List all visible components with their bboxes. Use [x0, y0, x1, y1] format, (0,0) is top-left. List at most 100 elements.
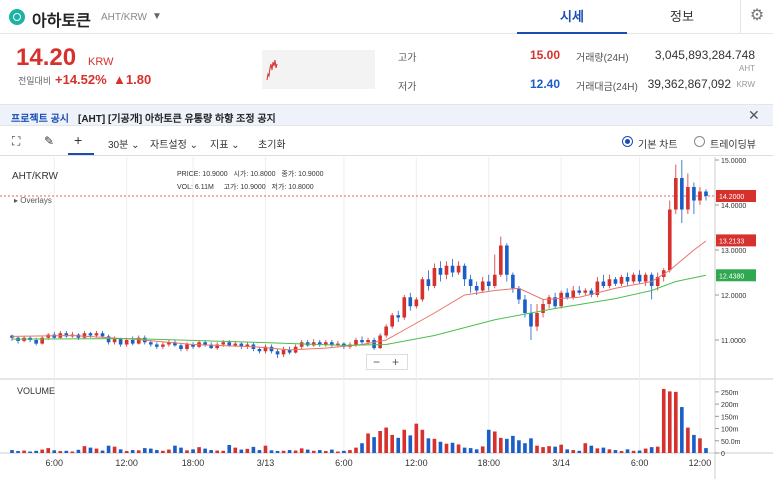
x-tick-label: 6:00: [631, 458, 649, 468]
candle-body: [203, 342, 207, 345]
candle-body: [299, 342, 304, 347]
volume-bar: [88, 447, 93, 453]
volume-label: 거래량(24H): [576, 53, 629, 64]
candle-body: [468, 279, 473, 286]
volume-bar: [414, 423, 419, 453]
volume-tick-label: 100m: [721, 427, 739, 434]
chart-settings-button[interactable]: 자트설정 ⌄: [150, 140, 198, 151]
volume-bar: [396, 437, 401, 453]
zoom-controls: − +: [366, 354, 408, 370]
y-tick-label: 12.0000: [721, 293, 746, 300]
notice-bar[interactable]: 프로젝트 공시 [AHT] [기공개] 아하토큰 유통량 하향 조정 공지 ✕: [0, 104, 773, 126]
ohlc-legend: PRICE: 10.9000 시가: 10.8000 종가: 10.9000 V…: [177, 168, 323, 194]
candle-body: [118, 339, 123, 345]
volume-bar: [692, 434, 696, 453]
radio-dot: [625, 139, 630, 144]
chart-toolbar: ⛶ ✎ + 30분 ⌄ 자트설정 ⌄ 지표 ⌄ 초기화 기본 차트 트레이딩뷰: [0, 128, 773, 156]
volume-bar: [173, 445, 177, 453]
volume-bar: [191, 449, 195, 453]
fullscreen-icon[interactable]: ⛶: [12, 134, 21, 148]
volume-bar: [655, 446, 660, 453]
volume-bar: [420, 429, 425, 453]
candle-body: [82, 333, 87, 338]
zoom-in-button[interactable]: +: [392, 355, 400, 369]
x-tick-label: 6:00: [335, 458, 353, 468]
candle-body: [34, 340, 38, 344]
candle-body: [167, 342, 171, 345]
indicators-button[interactable]: 지표 ⌄: [210, 140, 240, 151]
volume-bar: [112, 446, 117, 453]
volume-bar: [686, 427, 690, 453]
price-marker-label: 12.4380: [719, 273, 744, 280]
chart-area[interactable]: 15.0000 14.0000 13.0000 12.0000 11.0000 6:00 1…: [0, 157, 773, 479]
volume-bar: [324, 451, 328, 453]
volume-bar: [517, 440, 521, 453]
volume-bar: [625, 449, 630, 453]
candle-body: [179, 345, 183, 349]
volume-bar: [64, 450, 69, 453]
candle-body: [565, 292, 569, 298]
candle-body: [486, 281, 491, 286]
chart-settings-label: 자트설정: [150, 140, 187, 151]
legend-low-label: 저가:: [271, 184, 287, 191]
reset-button[interactable]: 초기화: [258, 140, 286, 151]
basic-chart-radio[interactable]: [622, 136, 633, 147]
volume-bar: [680, 407, 684, 453]
zoom-out-button[interactable]: −: [373, 355, 381, 369]
tab-info[interactable]: 정보: [670, 9, 694, 24]
crosshair-active-indicator: [68, 153, 94, 155]
x-tick-label: 12:00: [689, 458, 712, 468]
chevron-down-icon[interactable]: ▼: [152, 11, 162, 22]
candle-body: [396, 315, 401, 318]
volume-tick-label: 200m: [721, 402, 739, 409]
close-icon[interactable]: ✕: [748, 107, 760, 123]
candle-body: [221, 342, 226, 345]
crosshair-icon[interactable]: +: [74, 132, 83, 148]
pencil-icon[interactable]: ✎: [44, 134, 55, 148]
volume-bar: [46, 448, 51, 453]
candle-body: [553, 297, 557, 307]
volume-bar: [535, 445, 539, 453]
amount-value: 39,362,867,092: [647, 77, 731, 91]
basic-chart-label[interactable]: 기본 차트: [638, 140, 678, 151]
volume-tick-label: 50.0m: [721, 439, 741, 446]
volume-bar: [124, 451, 129, 453]
candle-body: [378, 335, 382, 349]
volume-bar: [94, 448, 99, 453]
volume-bar: [233, 447, 238, 453]
volume-bar: [474, 449, 479, 453]
overlays-toggle[interactable]: ▸ Overlays: [14, 196, 52, 205]
notice-text[interactable]: [AHT] [기공개] 아하토큰 유통량 하향 조정 공지: [78, 114, 276, 125]
interval-select[interactable]: 30분 ⌄: [108, 140, 140, 151]
volume-bar: [613, 450, 618, 453]
volume-bar: [661, 388, 666, 453]
candle-body: [631, 274, 636, 282]
candle-body: [456, 265, 461, 273]
tradingview-label[interactable]: 트레이딩뷰: [710, 140, 756, 151]
volume-bar: [251, 446, 256, 453]
candle-body: [517, 288, 521, 300]
candle-body: [402, 297, 407, 318]
high-value: 15.00: [529, 48, 560, 62]
volume-bar: [275, 451, 280, 453]
candle-body: [589, 290, 594, 295]
volume-bar: [155, 450, 159, 453]
tab-quote[interactable]: 시세: [517, 0, 627, 34]
candle-body: [317, 342, 322, 345]
candle-body: [619, 277, 624, 284]
candle-body: [263, 346, 268, 352]
candle-body: [674, 178, 678, 210]
volume-bar: [529, 438, 533, 453]
price-chart[interactable]: 15.0000 14.0000 13.0000 12.0000 11.0000 6:00 1…: [0, 157, 773, 479]
tradingview-radio[interactable]: [694, 136, 705, 147]
legend-vol: 6.11M: [194, 184, 214, 191]
coin-name[interactable]: 아하토큰: [32, 13, 91, 30]
candle-body: [10, 335, 14, 338]
y-tick-label: 14.0000: [721, 203, 746, 210]
gear-icon[interactable]: ⚙: [740, 0, 773, 34]
candle-body: [643, 274, 648, 282]
volume-bar: [619, 451, 624, 453]
candle-body: [535, 313, 539, 327]
volume-bar: [492, 431, 497, 453]
candle-body: [173, 342, 177, 346]
